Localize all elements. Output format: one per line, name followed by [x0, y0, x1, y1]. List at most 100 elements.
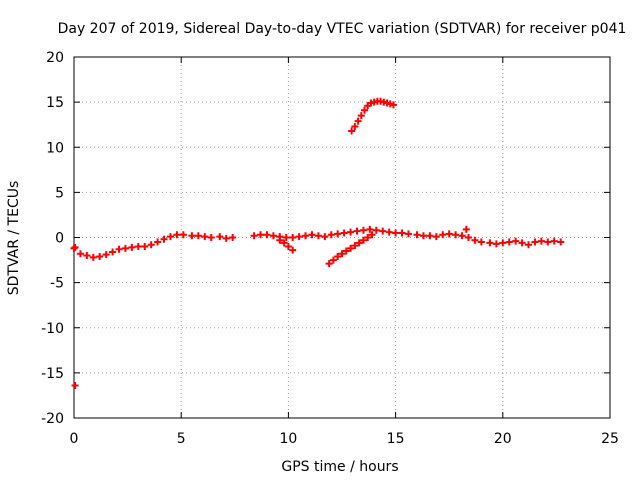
data-point — [263, 231, 271, 239]
data-point — [89, 253, 97, 261]
data-point — [354, 117, 362, 125]
data-point — [222, 234, 230, 242]
data-point — [413, 231, 421, 239]
data-point — [471, 236, 479, 244]
data-point — [325, 260, 333, 268]
data-point — [557, 238, 565, 246]
data-point — [154, 238, 162, 246]
data-point — [194, 232, 202, 240]
data-point — [544, 238, 552, 246]
data-point — [351, 122, 359, 130]
data-point — [250, 232, 258, 240]
data-point — [282, 234, 290, 241]
y-tick-label: -10 — [41, 321, 64, 337]
series-upper-arc — [348, 97, 397, 135]
data-point — [109, 248, 117, 256]
data-point — [276, 236, 284, 244]
series-outliers — [71, 225, 470, 390]
data-point — [368, 231, 376, 239]
data-point — [334, 252, 342, 260]
chart-title: Day 207 of 2019, Sidereal Day-to-day VTE… — [58, 21, 627, 37]
y-tick-label: 20 — [46, 50, 64, 66]
data-point — [121, 244, 129, 252]
data-point — [452, 231, 460, 239]
y-tick-label: -20 — [41, 411, 64, 427]
data-point — [257, 231, 265, 239]
data-point — [201, 233, 209, 241]
data-point — [284, 243, 292, 251]
data-point — [71, 382, 79, 390]
data-point — [361, 106, 369, 114]
data-point — [207, 234, 215, 241]
data-point — [96, 252, 104, 260]
data-point — [499, 239, 507, 247]
data-point — [379, 227, 387, 235]
grid — [74, 57, 610, 418]
data-point — [71, 243, 79, 251]
data-point — [76, 250, 84, 258]
y-tick-label: -15 — [41, 366, 64, 382]
data-point — [295, 233, 303, 241]
data-point — [512, 237, 520, 245]
data-point — [445, 230, 453, 238]
data-point — [347, 228, 355, 236]
data-point — [83, 252, 91, 260]
series-lower-arc — [276, 231, 376, 268]
data-point — [458, 232, 466, 240]
data-point — [348, 127, 356, 135]
data-point — [492, 240, 500, 248]
y-axis-label: SDTVAR / TECUs — [6, 181, 22, 296]
data-point — [347, 244, 355, 252]
data-point — [432, 233, 440, 241]
data-point — [357, 112, 365, 120]
data-point — [216, 233, 224, 241]
data-point — [462, 225, 470, 233]
data-point — [128, 243, 136, 251]
data-point — [477, 238, 485, 246]
data-point — [404, 230, 412, 238]
data-point — [327, 231, 335, 239]
data-point — [537, 237, 545, 245]
data-points — [70, 97, 565, 390]
data-point — [385, 228, 393, 236]
data-point — [179, 231, 187, 239]
data-point — [353, 227, 361, 235]
data-point — [334, 230, 342, 238]
x-tick-label: 0 — [70, 431, 79, 447]
data-point — [329, 256, 337, 264]
data-point — [464, 234, 472, 241]
data-point — [229, 234, 237, 241]
axis-ticks: 0 5 10 15 20 25 -20 -15 -10 -5 0 5 10 15 20 — [41, 50, 619, 447]
data-point — [308, 231, 316, 239]
data-point — [302, 232, 310, 240]
data-point — [102, 251, 110, 259]
data-point — [364, 234, 372, 241]
y-tick-label: -5 — [50, 276, 64, 292]
data-point — [269, 232, 277, 240]
data-point — [340, 229, 348, 237]
series-main-band — [70, 225, 565, 261]
data-point — [160, 235, 168, 243]
data-point — [321, 233, 329, 241]
data-point — [531, 238, 539, 246]
x-tick-label: 25 — [601, 431, 619, 447]
data-point — [486, 239, 494, 247]
data-point — [289, 246, 297, 254]
data-point — [166, 233, 174, 241]
data-point — [359, 236, 367, 244]
data-point — [289, 234, 297, 241]
data-point — [389, 101, 397, 109]
y-tick-label: 5 — [55, 185, 64, 201]
x-tick-label: 15 — [387, 431, 405, 447]
data-point — [342, 247, 350, 255]
data-point — [505, 238, 513, 246]
data-point — [355, 239, 363, 247]
data-point — [439, 231, 447, 239]
data-point — [188, 232, 196, 240]
data-point — [518, 239, 526, 247]
x-tick-label: 10 — [279, 431, 297, 447]
data-point — [351, 242, 359, 250]
data-point — [147, 241, 155, 249]
